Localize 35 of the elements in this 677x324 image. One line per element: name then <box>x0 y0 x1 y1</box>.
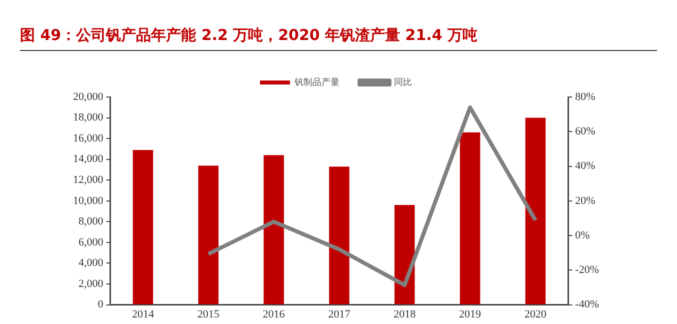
y2-tick-label: 40% <box>575 160 596 172</box>
y2-tick-label: 0% <box>575 229 590 242</box>
y-tick-label: 6,000 <box>78 236 104 248</box>
y-tick-label: 16,000 <box>73 132 104 144</box>
x-tick-label: 2018 <box>394 308 416 320</box>
x-tick-label: 2016 <box>262 308 286 320</box>
y-tick-label: 12,000 <box>73 174 104 186</box>
x-tick-label: 2017 <box>328 308 351 320</box>
bar <box>198 166 219 304</box>
legend-label: 同比 <box>394 76 412 88</box>
chart-title: 图 49：公司钒产品年产能 2.2 万吨，2020 年钒渣产量 21.4 万吨 <box>20 26 478 45</box>
bar <box>394 205 415 304</box>
bar <box>264 155 284 304</box>
y-tick-label: 14,000 <box>73 153 104 166</box>
y2-tick-label: -40% <box>575 298 599 311</box>
bar <box>329 166 350 304</box>
x-tick-label: 2015 <box>197 308 220 320</box>
y-tick-label: 10,000 <box>73 194 104 207</box>
y2-tick-label: 80% <box>575 90 596 103</box>
x-tick-label: 2019 <box>459 308 482 320</box>
bar <box>460 132 480 304</box>
y2-tick-label: -20% <box>575 264 599 276</box>
y-tick-label: 0 <box>98 298 104 311</box>
legend-label: 钒制品产量 <box>294 76 340 88</box>
y-tick-label: 8,000 <box>78 216 104 228</box>
y-tick-label: 4,000 <box>78 257 104 270</box>
bar <box>525 118 546 304</box>
y-tick-label: 20,000 <box>73 90 104 103</box>
y-tick-label: 18,000 <box>73 112 104 124</box>
y-tick-label: 2,000 <box>78 278 104 290</box>
y2-tick-label: 60% <box>575 126 596 138</box>
x-tick-label: 2014 <box>132 308 154 320</box>
y2-tick-label: 20% <box>575 194 596 207</box>
x-tick-label: 2020 <box>524 308 547 320</box>
bar <box>132 150 154 304</box>
